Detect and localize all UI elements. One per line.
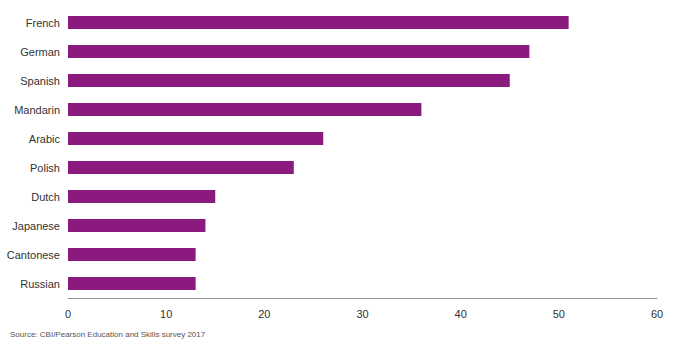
svg-text:Source: CBI/Pearson Education: Source: CBI/Pearson Education and Skills… xyxy=(10,330,206,339)
svg-text:Spanish: Spanish xyxy=(20,75,60,87)
svg-text:40: 40 xyxy=(455,308,467,320)
svg-text:Japanese: Japanese xyxy=(12,220,60,232)
svg-text:20: 20 xyxy=(258,308,270,320)
svg-text:German: German xyxy=(20,46,60,58)
svg-text:60: 60 xyxy=(651,308,663,320)
svg-text:Arabic: Arabic xyxy=(29,133,61,145)
svg-text:Cantonese: Cantonese xyxy=(7,249,60,261)
svg-text:Mandarin: Mandarin xyxy=(14,104,60,116)
svg-text:Polish: Polish xyxy=(30,162,60,174)
svg-text:French: French xyxy=(26,17,60,29)
svg-text:50: 50 xyxy=(553,308,565,320)
svg-text:10: 10 xyxy=(160,308,172,320)
svg-text:Russian: Russian xyxy=(20,278,60,290)
svg-text:Dutch: Dutch xyxy=(31,191,60,203)
svg-text:0: 0 xyxy=(65,308,71,320)
svg-text:30: 30 xyxy=(356,308,368,320)
